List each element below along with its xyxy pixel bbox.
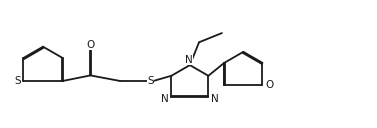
- Text: S: S: [147, 76, 154, 86]
- Text: S: S: [14, 76, 21, 86]
- Text: N: N: [185, 55, 193, 65]
- Text: N: N: [211, 94, 219, 104]
- Text: N: N: [161, 94, 169, 104]
- Text: O: O: [265, 80, 273, 90]
- Text: O: O: [86, 40, 95, 50]
